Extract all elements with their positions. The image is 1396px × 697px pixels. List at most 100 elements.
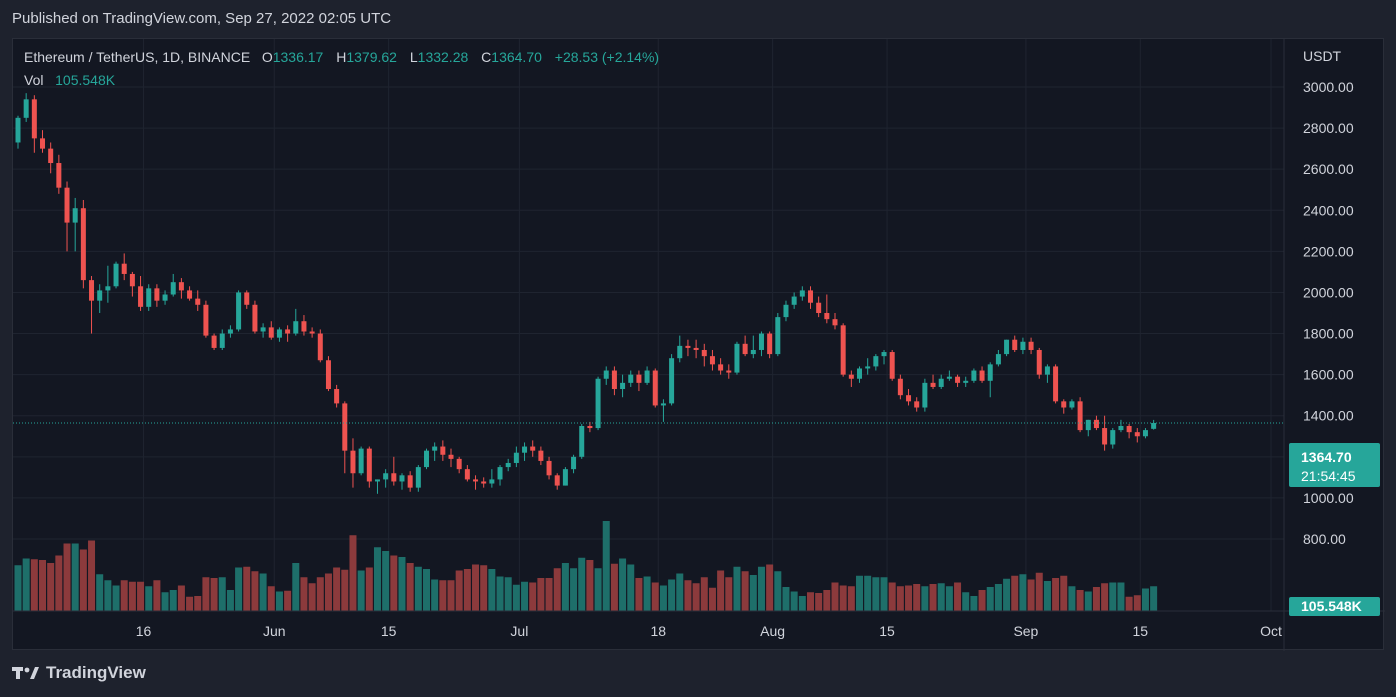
volume-bar bbox=[243, 566, 251, 611]
candle-body bbox=[1061, 401, 1067, 408]
candle-body bbox=[97, 290, 103, 301]
volume-bar bbox=[1035, 572, 1043, 611]
volume-bar bbox=[872, 577, 880, 611]
volume-bar bbox=[88, 540, 96, 611]
candle-body bbox=[513, 452, 519, 463]
time-axis[interactable]: 16 Jun 15 Jul 18 Aug 15 Sep 15 Oct bbox=[13, 610, 1385, 639]
candle-body bbox=[1102, 428, 1108, 445]
candle-body bbox=[979, 370, 985, 381]
candle-body bbox=[857, 368, 863, 379]
legend: Ethereum / TetherUS, 1D, BINANCE O1336.1… bbox=[24, 47, 668, 93]
volume-bar bbox=[30, 559, 38, 611]
candle-body bbox=[146, 288, 152, 307]
candle-body bbox=[80, 208, 86, 281]
volume-bar bbox=[970, 596, 978, 611]
volume-bar bbox=[439, 580, 447, 611]
high-label: H bbox=[336, 49, 347, 65]
volume-bar bbox=[431, 579, 439, 611]
candle-body bbox=[162, 294, 168, 301]
volume-bar bbox=[1092, 587, 1100, 611]
volume-bar bbox=[22, 558, 30, 611]
candle-body bbox=[1118, 426, 1124, 431]
y-tick-label: 2600.00 bbox=[1303, 161, 1354, 177]
volume-bar bbox=[1068, 586, 1076, 611]
candle-body bbox=[1012, 339, 1018, 350]
candle-body bbox=[350, 450, 356, 474]
countdown-text: 21:54:45 bbox=[1301, 468, 1356, 484]
volume-bar bbox=[529, 582, 537, 611]
candle-body bbox=[456, 458, 462, 470]
candle-body bbox=[971, 370, 977, 381]
legend-row-volume: Vol 105.548K bbox=[24, 70, 668, 93]
candle-body bbox=[105, 286, 111, 291]
volume-bar bbox=[488, 569, 496, 611]
candle-body bbox=[72, 208, 78, 223]
candle-body bbox=[154, 288, 160, 301]
candle-body bbox=[881, 352, 887, 357]
volume-badge-text: 105.548K bbox=[1301, 598, 1362, 614]
volume-bar bbox=[749, 575, 757, 611]
volume-bar bbox=[954, 582, 962, 611]
chart-frame[interactable]: USDT 800.001000.001200.001400.001600.001… bbox=[12, 38, 1385, 651]
volume-bar bbox=[1011, 575, 1019, 611]
volume-bar bbox=[937, 583, 945, 611]
candle-body bbox=[448, 454, 454, 459]
volume-bar bbox=[561, 563, 569, 611]
candle-body bbox=[1044, 366, 1050, 375]
candle-body bbox=[1004, 339, 1010, 355]
volume-bar bbox=[71, 543, 79, 611]
candle-body bbox=[889, 352, 895, 379]
footer-brand[interactable]: TradingView bbox=[12, 663, 146, 683]
volume-bar bbox=[815, 593, 823, 611]
candle-body bbox=[628, 374, 634, 383]
volume-bar bbox=[414, 566, 422, 611]
volume-bar bbox=[766, 564, 774, 611]
candle-body bbox=[963, 380, 969, 383]
volume-bar bbox=[586, 560, 594, 611]
x-tick-label: 15 bbox=[1133, 623, 1149, 639]
candle-body bbox=[587, 426, 593, 429]
volume-bar bbox=[929, 584, 937, 611]
y-tick-label: 2400.00 bbox=[1303, 202, 1354, 218]
volume-bar bbox=[782, 587, 790, 611]
volume-bar bbox=[423, 569, 430, 611]
volume-bar bbox=[1084, 591, 1092, 611]
volume-bar bbox=[365, 567, 373, 611]
volume-bar bbox=[888, 582, 896, 611]
volume-bar bbox=[1109, 582, 1117, 611]
candle-body bbox=[677, 345, 683, 359]
candle-body bbox=[252, 304, 258, 332]
candle-body bbox=[301, 321, 307, 332]
price-axis[interactable]: USDT 800.001000.001200.001400.001600.001… bbox=[1283, 39, 1354, 651]
volume-bar bbox=[14, 565, 22, 611]
chart-svg[interactable]: USDT 800.001000.001200.001400.001600.001… bbox=[13, 39, 1385, 651]
candle-body bbox=[178, 282, 184, 291]
candle-body bbox=[946, 376, 952, 379]
volume-bar bbox=[806, 592, 814, 611]
candle-body bbox=[121, 263, 127, 274]
candle-body bbox=[709, 356, 715, 365]
candle-body bbox=[1036, 349, 1042, 375]
candle-body bbox=[113, 263, 119, 287]
volume-bar bbox=[292, 563, 300, 611]
candle-body bbox=[236, 292, 242, 330]
volume-bar bbox=[202, 577, 210, 611]
volume-bar bbox=[921, 586, 929, 611]
volume-bar bbox=[962, 592, 970, 611]
volume-bar bbox=[1125, 596, 1133, 611]
volume-bar bbox=[627, 564, 635, 611]
volume-bar bbox=[472, 564, 480, 611]
candle-body bbox=[187, 290, 193, 299]
x-tick-label: Jul bbox=[510, 623, 528, 639]
volume-bar bbox=[741, 571, 749, 611]
volume-bar bbox=[251, 571, 259, 611]
volume-bar bbox=[798, 596, 806, 611]
candle-body bbox=[293, 321, 299, 334]
candle-body bbox=[955, 376, 961, 383]
candle-body bbox=[644, 370, 650, 383]
candle-body bbox=[840, 325, 846, 375]
volume-bar bbox=[864, 575, 872, 611]
volume-bar bbox=[610, 563, 618, 611]
y-tick-label: 1400.00 bbox=[1303, 408, 1354, 424]
candle-body bbox=[285, 329, 291, 334]
